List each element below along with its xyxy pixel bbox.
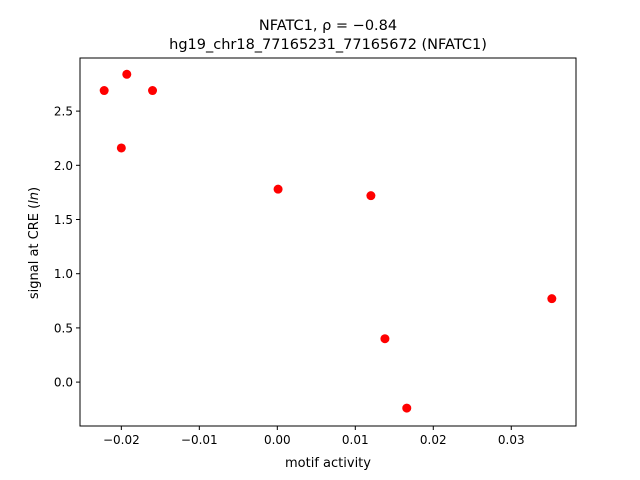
chart-title-line2: hg19_chr18_77165231_77165672 (NFATC1) [169,37,487,53]
data-point-8 [547,294,557,304]
y-tick-label-5: 2.5 [54,105,73,119]
y-tick-label-4: 2.0 [54,159,73,173]
axes-frame [79,57,577,427]
y-tick-label-2: 1.0 [54,267,73,281]
data-point-7 [402,403,412,413]
y-tick-label-3: 1.5 [54,213,73,227]
y-axis-label-italic: ln [27,192,42,204]
data-point-5 [366,191,376,201]
x-axis-label: motif activity [285,456,371,471]
y-tick-label-0: 0.0 [54,376,73,390]
x-tick-label-1: −0.01 [181,433,218,447]
y-axis-label: signal at CRE (ln) [27,187,42,299]
data-point-3 [116,143,126,153]
x-tick-label-4: 0.02 [420,433,447,447]
data-point-1 [122,69,132,79]
x-tick-label-3: 0.01 [342,433,369,447]
data-point-0 [99,86,109,96]
x-tick-label-5: 0.03 [498,433,525,447]
data-point-4 [273,184,283,194]
x-tick-label-0: −0.02 [103,433,140,447]
data-point-2 [148,86,158,96]
plot-area: −0.02 −0.01 0.00 0.01 0.02 0.03 0.0 0.5 1.0 1.5 2.… [54,57,577,447]
y-tick-label-1: 0.5 [54,321,73,335]
y-axis-label-prefix: signal at CRE ( [27,204,42,299]
chart-title-line1: NFATC1, ρ = −0.84 [259,18,397,34]
y-axis-label-suffix: ) [27,187,42,192]
data-point-6 [380,334,390,344]
x-tick-label-2: 0.00 [264,433,291,447]
